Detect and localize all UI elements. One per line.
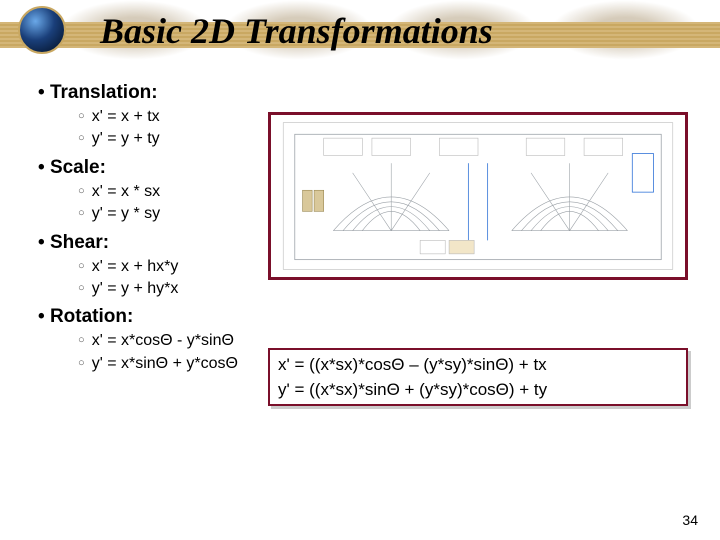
combined-formula-box: x' = ((x*sx)*cosΘ – (y*sy)*sinΘ) + tx y'…: [268, 348, 688, 406]
section-heading: Rotation:: [38, 306, 690, 328]
formula-line: x' = ((x*sx)*cosΘ – (y*sy)*sinΘ) + tx: [278, 353, 678, 378]
globe-icon: [18, 6, 66, 54]
floorplan-svg: [271, 115, 685, 277]
page-number: 34: [682, 512, 698, 528]
slide-header: Basic 2D Transformations: [0, 0, 720, 70]
section-heading: Translation:: [38, 82, 690, 104]
floorplan-figure: [268, 112, 688, 280]
formula-line: y' = ((x*sx)*sinΘ + (y*sy)*cosΘ) + ty: [278, 378, 678, 403]
slide-title: Basic 2D Transformations: [100, 10, 493, 52]
